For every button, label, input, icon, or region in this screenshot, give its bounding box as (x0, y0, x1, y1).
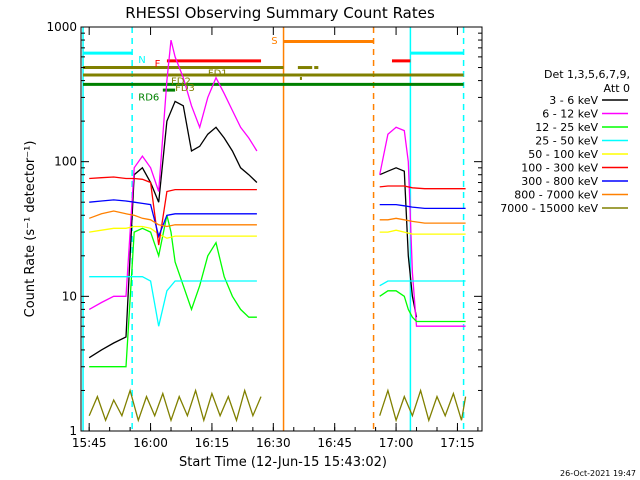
legend-header-attenuator: Att 0 (604, 82, 630, 95)
chart-title: RHESSI Observing Summary Count Rates (125, 4, 435, 22)
plot-frame (80, 26, 483, 432)
series-line-0 (88, 100, 418, 359)
flag-label-n: N (138, 55, 145, 66)
x-axis-label: Start Time (12-Jun-15 15:43:02) (179, 455, 387, 470)
series-line-5 (89, 176, 466, 246)
legend-label-3: 25 - 50 keV (535, 135, 598, 148)
legend-label-6: 300 - 800 keV (521, 175, 598, 188)
legend-label-5: 100 - 300 keV (521, 162, 598, 175)
x-tick-label-2: 16:15 (195, 436, 230, 450)
legend-label-0: 3 - 6 keV (549, 94, 598, 107)
y-tick-label-2: 100 (54, 155, 77, 169)
legend-label-1: 6 - 12 keV (542, 108, 598, 121)
flag-label-fd1: FD1 (208, 68, 228, 79)
legend-label-7: 800 - 7000 keV (514, 189, 598, 202)
series-line-4 (89, 225, 466, 239)
flag-label-f: F (155, 59, 161, 70)
flag-label-fd2: FD2 (171, 77, 191, 88)
series-line-3 (89, 276, 466, 327)
x-tick-label-1: 16:00 (133, 436, 168, 450)
y-tick-label-3: 1000 (46, 20, 77, 34)
y-axis-label: Count Rate (s⁻¹ detector⁻¹) (23, 141, 38, 318)
x-tick-label-6: 17:15 (440, 436, 475, 450)
y-tick-label-0: 1 (69, 424, 77, 438)
series-line-8 (88, 388, 467, 423)
x-tick-label-3: 16:30 (256, 436, 291, 450)
series-line-7 (88, 210, 466, 228)
flag-label-fd3: FD3 (175, 83, 195, 94)
legend-label-8: 7000 - 15000 keV (500, 202, 598, 215)
x-tick-label-5: 17:00 (379, 436, 414, 450)
series-line-1 (88, 39, 466, 327)
x-tick-label-4: 16:45 (317, 436, 352, 450)
y-tick-label-1: 10 (62, 289, 77, 303)
x-tick-label-0: 15:45 (72, 436, 107, 450)
series-line-2 (89, 215, 466, 368)
flag-label-s: S (271, 36, 277, 47)
legend-header-detectors: Det 1,3,5,6,7,9, (544, 68, 630, 81)
series-line-6 (89, 199, 466, 239)
legend-label-2: 12 - 25 keV (535, 121, 598, 134)
flag-label-rd6: RD6 (138, 92, 159, 103)
legend-label-4: 50 - 100 keV (528, 148, 598, 161)
footer-timestamp: 26-Oct-2021 19:47 (560, 469, 636, 478)
